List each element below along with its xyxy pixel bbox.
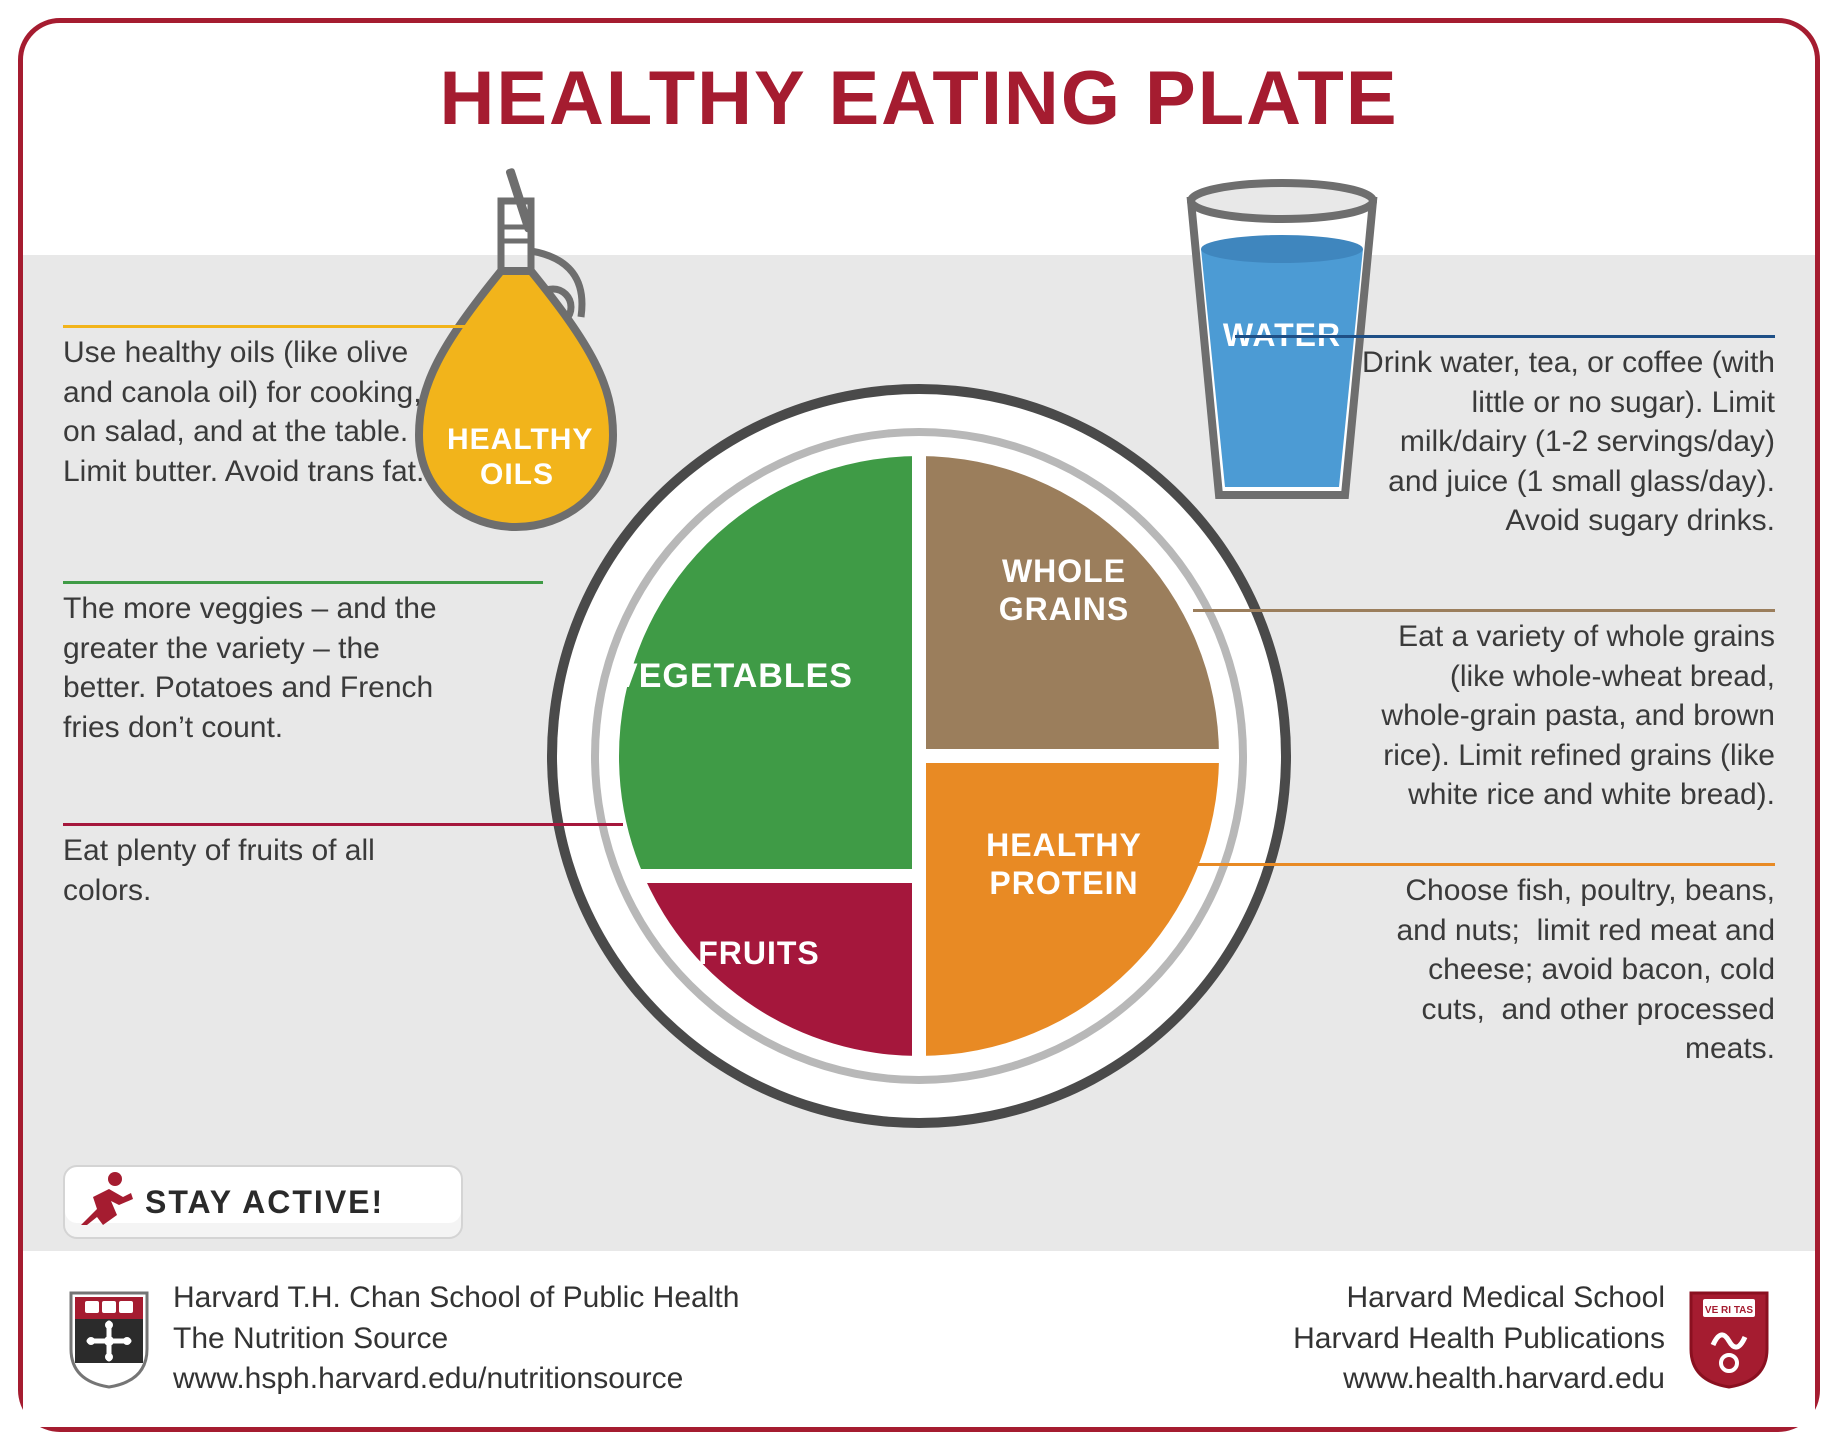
rule-protein [1115,863,1775,866]
rule-fruits [63,823,623,826]
footer-left-text: Harvard T.H. Chan School of Public Healt… [173,1278,739,1400]
footer-left: Harvard T.H. Chan School of Public Healt… [67,1278,739,1400]
footer-left-line3: www.hsph.harvard.edu/nutritionsource [173,1359,739,1400]
note-fruits: Eat plenty of fruits of all colors. [63,831,448,910]
footer-left-line2: The Nutrition Source [173,1319,739,1360]
sector-label-whole-grains: WHOLEGRAINS [949,552,1179,629]
note-fruits-text: Eat plenty of fruits of all colors. [63,834,375,907]
note-grains: Eat a variety of whole grains (like whol… [1355,617,1775,815]
frame: HEALTHY EATING PLATE HEALTHYOILS WATER [18,18,1820,1432]
footer-right-line2: Harvard Health Publications [1293,1319,1665,1360]
note-water-text: Drink water, tea, or coffee (with little… [1362,346,1775,537]
plate: VEGETABLES FRUITS WHOLEGRAINS HEALTHYPRO… [539,376,1299,1136]
stay-active-badge: STAY ACTIVE! [63,1165,463,1239]
footer-right: Harvard Medical School Harvard Health Pu… [1293,1278,1771,1400]
note-grains-text: Eat a variety of whole grains (like whol… [1381,620,1775,811]
harvard-med-shield-icon: VE RI TAS [1687,1289,1771,1389]
rule-grains [1193,609,1775,612]
note-protein-text: Choose fish, poultry, beans, and nuts; l… [1396,874,1775,1065]
note-water: Drink water, tea, or coffee (with little… [1355,343,1775,541]
page-title: HEALTHY EATING PLATE [23,55,1815,142]
plate-svg [539,376,1299,1136]
note-protein: Choose fish, poultry, beans, and nuts; l… [1355,871,1775,1069]
stay-active-label: STAY ACTIVE! [145,1184,384,1221]
note-vegetables: The more veggies – and the greater the v… [63,589,448,747]
content-band: HEALTHYOILS WATER [23,255,1815,1257]
footer-right-line3: www.health.harvard.edu [1293,1359,1665,1400]
svg-text:VE RI TAS: VE RI TAS [1705,1305,1753,1316]
footer-left-line1: Harvard T.H. Chan School of Public Healt… [173,1278,739,1319]
rule-vegetables [63,581,543,584]
note-oils: Use healthy oils (like olive and canola … [63,333,448,491]
footer-right-text: Harvard Medical School Harvard Health Pu… [1293,1278,1665,1400]
sector-label-fruits: FRUITS [669,934,849,972]
footer: Harvard T.H. Chan School of Public Healt… [23,1251,1815,1427]
note-oils-text: Use healthy oils (like olive and canola … [63,336,424,488]
harvard-sph-shield-icon [67,1289,151,1389]
rule-water [1235,335,1775,338]
footer-right-line1: Harvard Medical School [1293,1278,1665,1319]
runner-icon [65,1171,145,1234]
note-vegetables-text: The more veggies – and the greater the v… [63,592,437,744]
sector-label-vegetables: VEGETABLES [609,656,859,697]
rule-oils [63,325,493,328]
